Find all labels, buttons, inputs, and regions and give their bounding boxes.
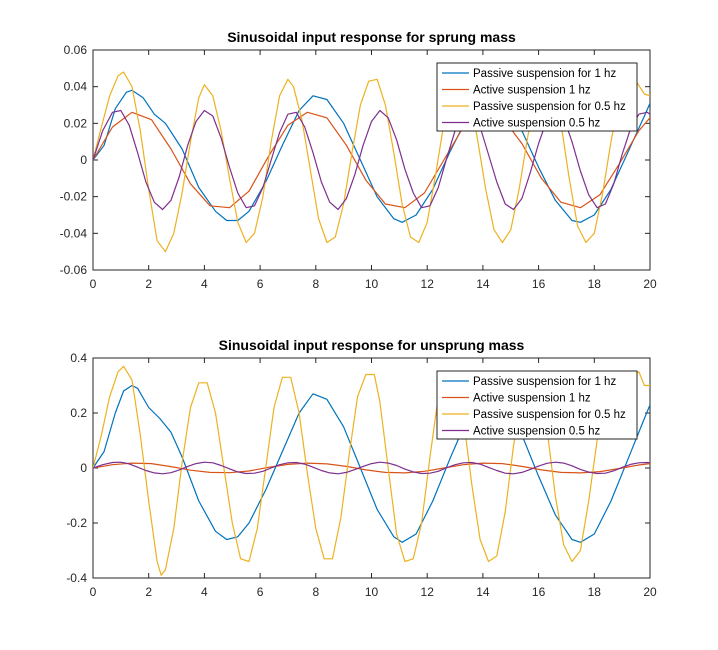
series-line-1: [93, 384, 650, 543]
x-tick-label: 4: [201, 585, 208, 599]
series-line-1: [93, 89, 650, 223]
legend: Passive suspension for 1 hz Active suspen…: [436, 370, 638, 440]
legend-box: [436, 62, 638, 132]
x-tick-label: 20: [643, 585, 657, 599]
chart-title: Sinusoidal input response for unsprung m…: [219, 337, 525, 353]
legend-label: Active suspension 0.5 hz: [473, 118, 600, 130]
x-tick-label: 12: [421, 277, 435, 291]
x-tick-label: 8: [312, 277, 319, 291]
legend-label: Passive suspension for 1 hz: [473, 376, 616, 388]
y-tick-label: 0.4: [70, 351, 87, 365]
x-tick-label: 14: [476, 277, 490, 291]
x-tick-label: 4: [201, 277, 208, 291]
series-line-4: [93, 461, 650, 475]
y-tick-label: -0.4: [66, 571, 87, 585]
x-tick-label: 6: [257, 277, 264, 291]
x-tick-label: 18: [588, 585, 602, 599]
x-tick-label: 16: [532, 277, 546, 291]
x-tick-label: 10: [365, 277, 379, 291]
x-tick-label: 20: [643, 277, 657, 291]
y-tick-label: 0: [80, 153, 87, 167]
legend-label: Passive suspension for 0.5 hz: [473, 101, 626, 113]
y-tick-label: 0.06: [64, 43, 88, 57]
x-tick-label: 10: [365, 585, 379, 599]
legend-label: Passive suspension for 0.5 hz: [473, 409, 626, 421]
y-tick-label: -0.06: [60, 263, 88, 277]
y-tick-label: -0.2: [66, 516, 87, 530]
y-tick-label: 0: [80, 461, 87, 475]
legend: Passive suspension for 1 hz Active suspen…: [436, 62, 638, 132]
y-tick-label: 0.04: [64, 80, 88, 94]
series-line-3: [93, 365, 650, 576]
chart-1: 0 2 4 6 8 10 12 14 16 18 20 -0.06 -0.04 -0.02 0 0.02 0.0…: [60, 29, 657, 291]
series-line-2: [93, 111, 650, 209]
x-tick-label: 0: [90, 277, 97, 291]
x-tick-label: 18: [588, 277, 602, 291]
series-line-2: [93, 462, 650, 474]
y-tick-label: 0.2: [70, 406, 87, 420]
x-tick-label: 12: [421, 585, 435, 599]
x-tick-label: 14: [476, 585, 490, 599]
x-tick-label: 16: [532, 585, 546, 599]
x-tick-label: 8: [312, 585, 319, 599]
y-tick-label: -0.02: [60, 190, 88, 204]
legend-label: Active suspension 0.5 hz: [473, 426, 600, 438]
x-tick-label: 6: [257, 585, 264, 599]
legend-box: [436, 370, 638, 440]
chart-title: Sinusoidal input response for sprung mas…: [227, 29, 516, 45]
x-tick-label: 2: [145, 277, 152, 291]
legend-label: Passive suspension for 1 hz: [473, 68, 616, 80]
legend-label: Active suspension 1 hz: [473, 393, 591, 405]
y-tick-label: 0.02: [64, 116, 88, 130]
x-tick-label: 0: [90, 585, 97, 599]
chart-2: 0 2 4 6 8 10 12 14 16 18 20 -0.4 -0.2 0 0.2 0.4 Sinusoid…: [66, 337, 657, 599]
y-tick-label: -0.04: [60, 226, 88, 240]
x-tick-label: 2: [145, 585, 152, 599]
legend-label: Active suspension 1 hz: [473, 85, 591, 97]
series-lines: [93, 365, 650, 576]
